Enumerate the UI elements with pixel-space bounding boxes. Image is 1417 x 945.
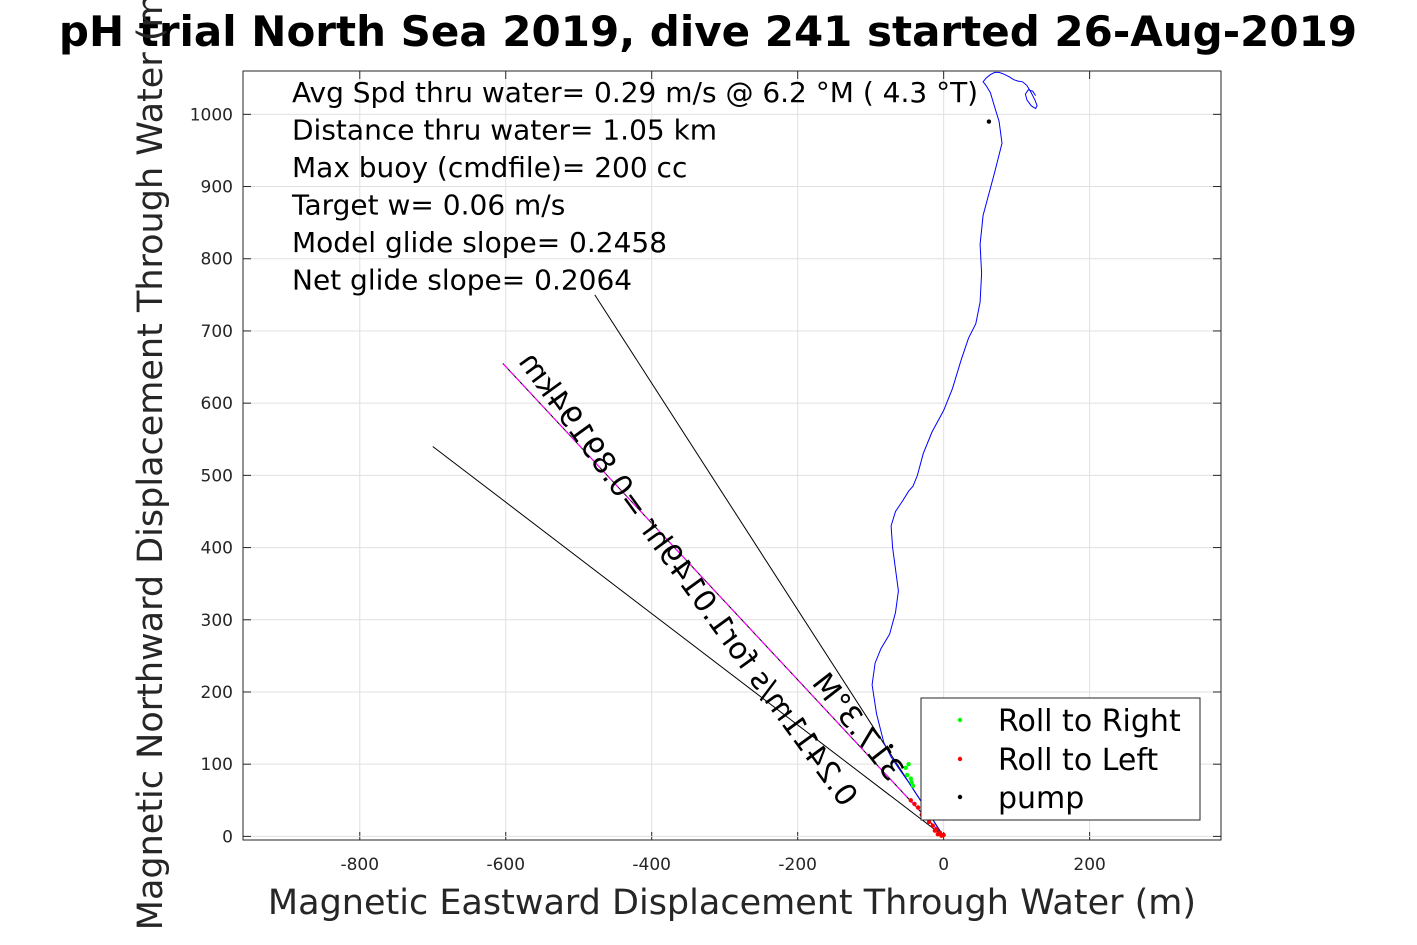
current-line	[502, 363, 945, 837]
legend-marker-pump	[957, 794, 963, 800]
y-tick-label: 700	[201, 322, 233, 342]
y-tick-label: 600	[201, 394, 233, 414]
info-line: Avg Spd thru water= 0.29 m/s @ 6.2 °M ( …	[292, 76, 978, 109]
roll-to-left-point	[915, 805, 921, 810]
pump-point	[888, 743, 894, 749]
x-axis-label: Magnetic Eastward Displacement Through W…	[268, 883, 1196, 923]
roll-to-left-point	[932, 828, 938, 833]
roll-to-right-point	[904, 772, 910, 778]
roll-to-right-point	[909, 780, 914, 785]
x-tick-label: 200	[1073, 855, 1105, 875]
y-tick-label: 900	[201, 178, 233, 198]
y-tick-label: 300	[201, 611, 233, 631]
legend-label-roll-right: Roll to Right	[998, 704, 1181, 739]
info-line: Distance thru water= 1.05 km	[292, 114, 717, 147]
y-tick-label: 200	[201, 683, 233, 703]
y-tick-label: 1000	[190, 105, 233, 125]
glide-line	[432, 446, 944, 837]
tick-labels: -800 -600 -400 -200 0 200 0 100 200 300 400 500 600 7…	[190, 105, 1106, 875]
legend-marker-roll-right	[957, 717, 963, 723]
info-line: Net glide slope= 0.2064	[292, 264, 632, 297]
track-line	[871, 71, 1038, 837]
roll-to-right-point	[908, 776, 914, 781]
roll-to-right-point	[906, 761, 911, 767]
legend-label-pump: pump	[998, 781, 1084, 816]
roll-to-left-point	[908, 798, 914, 803]
x-tick-label: 0	[938, 855, 949, 875]
y-tick-label: 500	[201, 466, 233, 486]
roll-to-left-point	[939, 833, 944, 838]
info-line: Max buoy (cmdfile)= 200 cc	[292, 151, 687, 184]
y-tick-label: 100	[201, 755, 233, 775]
x-tick-label: -200	[778, 855, 817, 875]
roll-to-left-point	[926, 819, 932, 825]
roll-to-left-point	[935, 832, 941, 837]
pump-point	[986, 119, 992, 124]
legend-label-roll-left: Roll to Left	[998, 743, 1158, 778]
y-tick-label: 0	[222, 827, 233, 847]
roll-to-right-point	[903, 765, 908, 770]
x-tick-label: -400	[632, 855, 671, 875]
info-line: Model glide slope= 0.2458	[292, 226, 667, 259]
y-tick-label: 800	[201, 250, 233, 270]
legend-box	[920, 697, 1201, 821]
plot-frame	[242, 70, 1222, 841]
y-axis-label: Magnetic Northward Displacement Through …	[131, 0, 171, 930]
roll-to-right-point	[910, 783, 916, 789]
y-tick-label: 400	[201, 539, 233, 559]
roll-to-left-point	[930, 823, 935, 828]
info-annotations: Avg Spd thru water= 0.29 m/s @ 6.2 °M ( …	[291, 76, 978, 297]
roll-to-left-point	[912, 801, 917, 807]
legend: Roll to Right Roll to Left pump	[920, 697, 1201, 821]
x-tick-label: -600	[486, 855, 525, 875]
legend-marker-roll-left	[957, 756, 963, 762]
chart-title: pH trial North Sea 2019, dive 241 starte…	[59, 7, 1357, 56]
x-tick-label: -800	[340, 855, 379, 875]
info-line: Target w= 0.06 m/s	[291, 189, 565, 222]
